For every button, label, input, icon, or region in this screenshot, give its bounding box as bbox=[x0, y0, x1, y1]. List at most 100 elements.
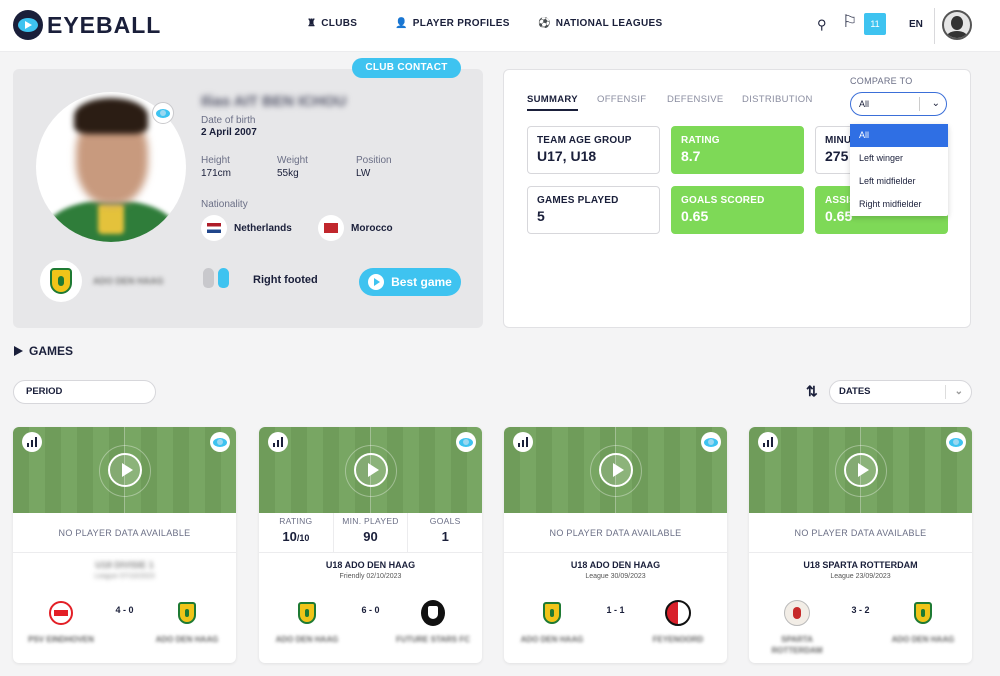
sparta-logo-icon bbox=[783, 599, 811, 627]
stat-label: ASSISTS bbox=[825, 195, 870, 206]
eye-logo-icon bbox=[13, 10, 43, 40]
dates-sort-select[interactable]: DATES ⌄ bbox=[829, 380, 972, 404]
compare-option-left-winger[interactable]: Left winger bbox=[859, 153, 904, 163]
no-player-data-text: NO PLAYER DATA AVAILABLE bbox=[504, 513, 727, 553]
compare-to-select[interactable]: All ⌄ bbox=[850, 92, 947, 116]
shield-icon: ♜ bbox=[307, 18, 317, 29]
sort-icon[interactable]: ⇅ bbox=[806, 383, 818, 399]
height-value: 171cm bbox=[201, 168, 232, 179]
club-name: ADO DEN HAAG bbox=[93, 276, 164, 286]
weight-value: 55kg bbox=[277, 168, 299, 179]
play-video-icon[interactable] bbox=[108, 453, 142, 487]
eyeball-verified-icon bbox=[152, 102, 174, 124]
compare-to-label: COMPARE TO bbox=[850, 76, 913, 86]
play-video-icon[interactable] bbox=[354, 453, 388, 487]
tab-defensive[interactable]: DEFENSIVE bbox=[667, 94, 724, 105]
game-stat-label: RATING bbox=[279, 516, 313, 526]
game-stat-value: 90 bbox=[363, 529, 378, 544]
away-team-name: FEYENOORD bbox=[652, 635, 704, 644]
stat-value: U17, U18 bbox=[537, 148, 597, 164]
game-stat-value: 1 bbox=[441, 529, 449, 544]
flag-icon[interactable]: ⚐ bbox=[842, 12, 858, 31]
club-contact-button[interactable]: CLUB CONTACT bbox=[352, 58, 461, 78]
bar-chart-icon[interactable] bbox=[513, 432, 533, 452]
stat-label: GAMES PLAYED bbox=[537, 195, 619, 206]
stat-value: 275 bbox=[825, 148, 849, 164]
club-logo[interactable] bbox=[40, 260, 82, 302]
footedness-icon bbox=[203, 268, 229, 288]
dates-sort-value: DATES bbox=[839, 386, 871, 397]
stat-label: RATING bbox=[681, 135, 720, 146]
game-player-stats: RATING 10/10 MIN. PLAYED 90 GOALS 1 bbox=[259, 513, 482, 553]
football-icon: ⚽ bbox=[538, 18, 551, 29]
user-avatar[interactable] bbox=[942, 10, 972, 40]
game-card[interactable]: NO PLAYER DATA AVAILABLE U18 DIVISIE 1 L… bbox=[13, 427, 236, 663]
person-icon: 👤 bbox=[395, 18, 408, 29]
game-stat: RATING 10/10 bbox=[259, 513, 334, 552]
header-divider bbox=[934, 8, 935, 44]
compare-option-left-midfielder[interactable]: Left midfielder bbox=[859, 176, 916, 186]
game-team: U18 ADO DEN HAAG bbox=[325, 560, 416, 570]
stat-tile: GAMES PLAYED 5 bbox=[527, 186, 660, 234]
game-score: 3 - 2 bbox=[851, 605, 870, 615]
nav-clubs[interactable]: ♜ CLUBS bbox=[307, 18, 357, 29]
away-team-name: ADO DEN HAAG bbox=[155, 635, 219, 644]
bar-chart-icon[interactable] bbox=[268, 432, 288, 452]
nationality-morocco: Morocco bbox=[318, 215, 393, 241]
tab-distribution[interactable]: DISTRIBUTION bbox=[742, 94, 813, 105]
bar-chart-icon[interactable] bbox=[22, 432, 42, 452]
eyeball-logo[interactable]: EYEBALL bbox=[13, 10, 161, 40]
play-video-icon[interactable] bbox=[844, 453, 878, 487]
player-name: Ilias AIT BEN ICHOU bbox=[201, 93, 347, 110]
play-video-icon[interactable] bbox=[599, 453, 633, 487]
nationality-1: Netherlands bbox=[234, 222, 292, 234]
game-stat: MIN. PLAYED 90 bbox=[334, 513, 409, 552]
stat-value: 0.65 bbox=[825, 208, 853, 224]
weight-label: Weight bbox=[277, 155, 308, 166]
brand-name: EYEBALL bbox=[47, 11, 162, 38]
position-label: Position bbox=[356, 155, 392, 166]
game-team: U18 SPARTA ROTTERDAM bbox=[803, 560, 918, 570]
search-icon[interactable]: ⚲ bbox=[817, 17, 827, 32]
game-stat-value: 10 bbox=[282, 529, 297, 544]
nationality-label: Nationality bbox=[201, 199, 248, 210]
period-filter[interactable]: PERIOD bbox=[13, 380, 156, 404]
game-card[interactable]: RATING 10/10 MIN. PLAYED 90 GOALS 1 U18 … bbox=[259, 427, 482, 663]
games-section-title: GAMES bbox=[14, 344, 73, 358]
nav-national-leagues[interactable]: ⚽ NATIONAL LEAGUES bbox=[538, 18, 662, 29]
height-label: Height bbox=[201, 155, 230, 166]
language-selector[interactable]: EN bbox=[909, 19, 923, 30]
game-team: U18 ADO DEN HAAG bbox=[570, 560, 661, 570]
tab-offensif[interactable]: OFFENSIF bbox=[597, 94, 647, 105]
stat-value: 5 bbox=[537, 208, 545, 224]
play-triangle-icon bbox=[14, 346, 23, 356]
position-value: LW bbox=[356, 168, 371, 179]
away-team-name: FUTURE STARS FC bbox=[395, 635, 471, 644]
no-player-data-text: NO PLAYER DATA AVAILABLE bbox=[749, 513, 972, 553]
no-player-data-text: NO PLAYER DATA AVAILABLE bbox=[13, 513, 236, 553]
top-header: EYEBALL ♜ CLUBS 👤 PLAYER PROFILES ⚽ NATI… bbox=[0, 0, 1000, 52]
compare-to-value: All bbox=[859, 99, 870, 109]
ado-den-haag-logo-icon bbox=[538, 599, 566, 627]
nav-player-profiles[interactable]: 👤 PLAYER PROFILES bbox=[395, 18, 510, 29]
game-subtitle: Friendly 02/10/2023 bbox=[339, 573, 402, 580]
game-card[interactable]: NO PLAYER DATA AVAILABLE U18 SPARTA ROTT… bbox=[749, 427, 972, 663]
game-subtitle: League 30/09/2023 bbox=[585, 573, 646, 580]
game-card[interactable]: NO PLAYER DATA AVAILABLE U18 ADO DEN HAA… bbox=[504, 427, 727, 663]
home-team-name: PSV EINDHOVEN bbox=[28, 635, 94, 644]
home-team-name: SPARTA ROTTERDAM bbox=[771, 635, 823, 655]
best-game-button[interactable]: Best game bbox=[359, 268, 461, 296]
stat-value: 0.65 bbox=[681, 208, 709, 224]
bar-chart-icon[interactable] bbox=[758, 432, 778, 452]
nav-clubs-label: CLUBS bbox=[321, 18, 358, 29]
compare-option-all[interactable]: All bbox=[850, 124, 948, 147]
eyeball-icon bbox=[456, 432, 476, 452]
notification-badge[interactable]: 11 bbox=[864, 13, 886, 35]
nationality-netherlands: Netherlands bbox=[201, 215, 292, 241]
game-team: U18 DIVISIE 1 bbox=[95, 560, 154, 570]
compare-option-right-midfielder[interactable]: Right midfielder bbox=[859, 199, 922, 209]
chevron-down-icon: ⌄ bbox=[954, 386, 963, 397]
stats-summary-card: SUMMARY OFFENSIF DEFENSIVE DISTRIBUTION … bbox=[503, 69, 971, 328]
home-team-name: ADO DEN HAAG bbox=[275, 635, 339, 644]
tab-summary[interactable]: SUMMARY bbox=[527, 94, 578, 111]
